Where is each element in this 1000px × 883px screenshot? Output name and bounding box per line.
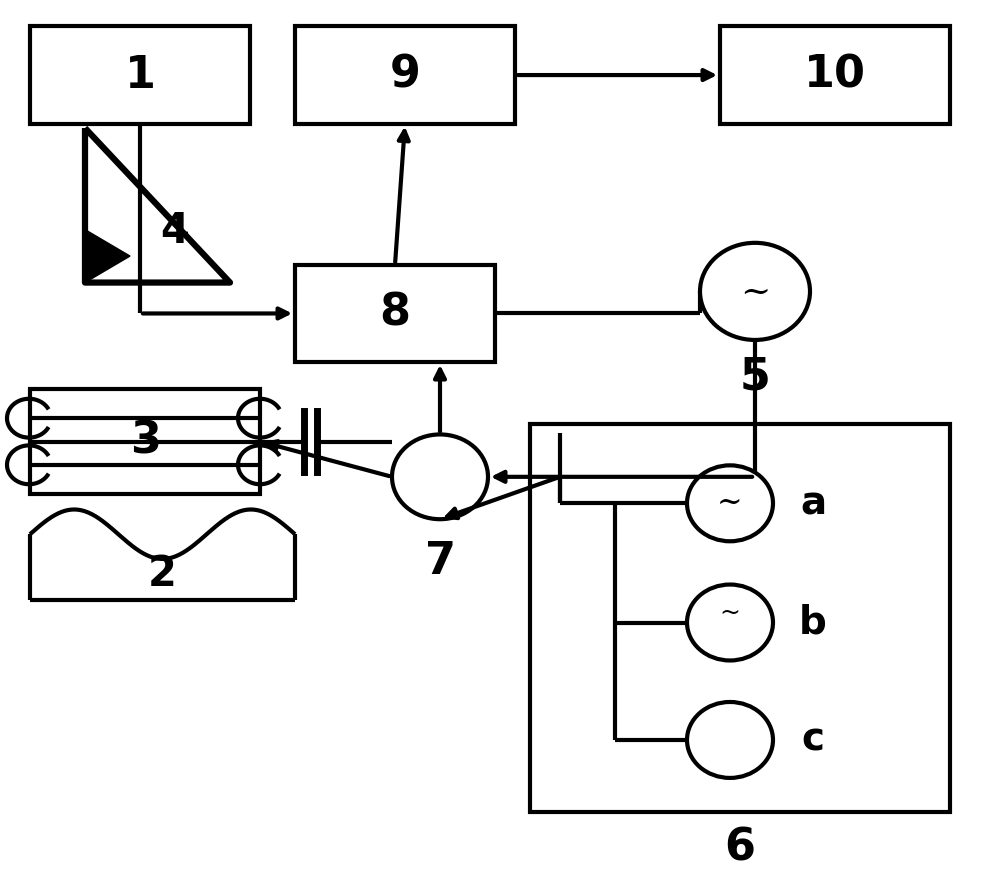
Text: 1: 1 xyxy=(124,54,156,96)
Circle shape xyxy=(700,243,810,340)
Bar xyxy=(30,26,250,124)
Bar xyxy=(530,424,950,812)
Circle shape xyxy=(687,702,773,778)
Text: b: b xyxy=(799,603,827,642)
Text: a: a xyxy=(800,484,826,523)
Bar xyxy=(720,26,950,124)
Text: c: c xyxy=(802,721,824,759)
Text: 6: 6 xyxy=(724,826,756,869)
Text: 7: 7 xyxy=(424,540,456,583)
Text: ~: ~ xyxy=(717,487,743,519)
Text: 9: 9 xyxy=(390,54,420,96)
Text: 8: 8 xyxy=(380,292,411,335)
Text: ~: ~ xyxy=(720,602,740,625)
Polygon shape xyxy=(85,230,130,283)
Text: 3: 3 xyxy=(130,420,160,463)
Text: 2: 2 xyxy=(148,553,177,595)
Bar xyxy=(30,389,260,494)
Text: 4: 4 xyxy=(161,210,189,253)
Bar xyxy=(295,26,515,124)
Circle shape xyxy=(687,585,773,660)
Circle shape xyxy=(687,465,773,541)
Text: 10: 10 xyxy=(804,54,866,96)
Text: 5: 5 xyxy=(740,356,770,398)
Text: ~: ~ xyxy=(740,275,770,308)
Circle shape xyxy=(392,434,488,519)
Bar xyxy=(295,265,495,362)
